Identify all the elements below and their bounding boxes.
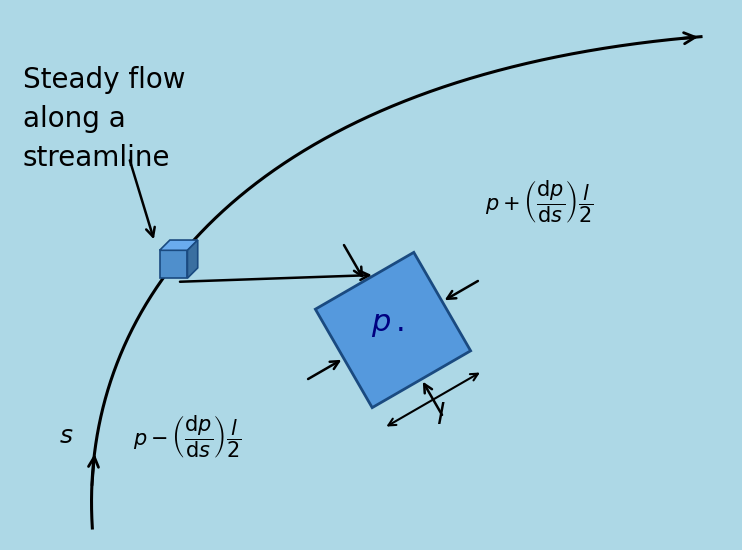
Text: $p-\left(\dfrac{\mathrm{d}p}{\mathrm{d}s}\right)\dfrac{l}{2}$: $p-\left(\dfrac{\mathrm{d}p}{\mathrm{d}s… [133, 413, 241, 460]
Text: Steady flow
along a
streamline: Steady flow along a streamline [23, 66, 186, 172]
Polygon shape [315, 252, 470, 408]
Text: $p+\left(\dfrac{\mathrm{d}p}{\mathrm{d}s}\right)\dfrac{l}{2}$: $p+\left(\dfrac{\mathrm{d}p}{\mathrm{d}s… [485, 178, 593, 225]
Polygon shape [160, 240, 197, 250]
Polygon shape [188, 240, 197, 278]
Text: $s$: $s$ [59, 425, 74, 448]
Text: $l$: $l$ [436, 402, 445, 430]
Text: $p\,.$: $p\,.$ [371, 310, 404, 339]
Polygon shape [160, 250, 188, 278]
